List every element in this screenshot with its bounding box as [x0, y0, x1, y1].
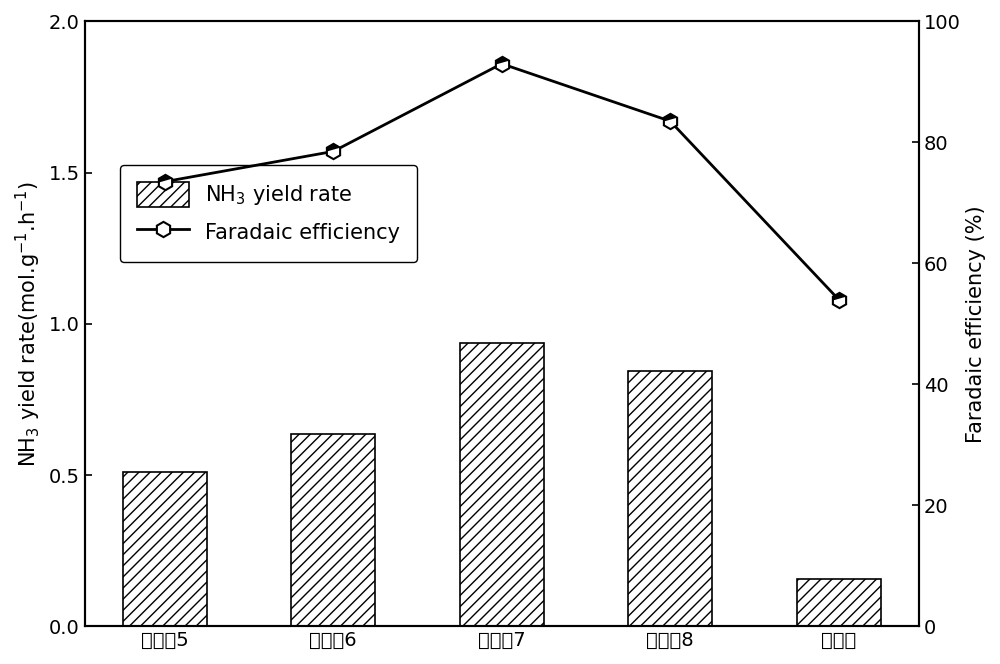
Bar: [291, 434, 375, 626]
Y-axis label: Faradaic efficiency (%): Faradaic efficiency (%): [966, 205, 986, 443]
Legend: NH$_3$ yield rate, Faradaic efficiency: NH$_3$ yield rate, Faradaic efficiency: [120, 165, 417, 262]
Y-axis label: NH$_3$ yield rate(mol.g$^{-1}$.h$^{-1}$): NH$_3$ yield rate(mol.g$^{-1}$.h$^{-1}$): [14, 181, 43, 467]
Bar: [628, 371, 712, 626]
Bar: [797, 580, 881, 626]
Bar: [123, 472, 207, 626]
Bar: [460, 343, 544, 626]
